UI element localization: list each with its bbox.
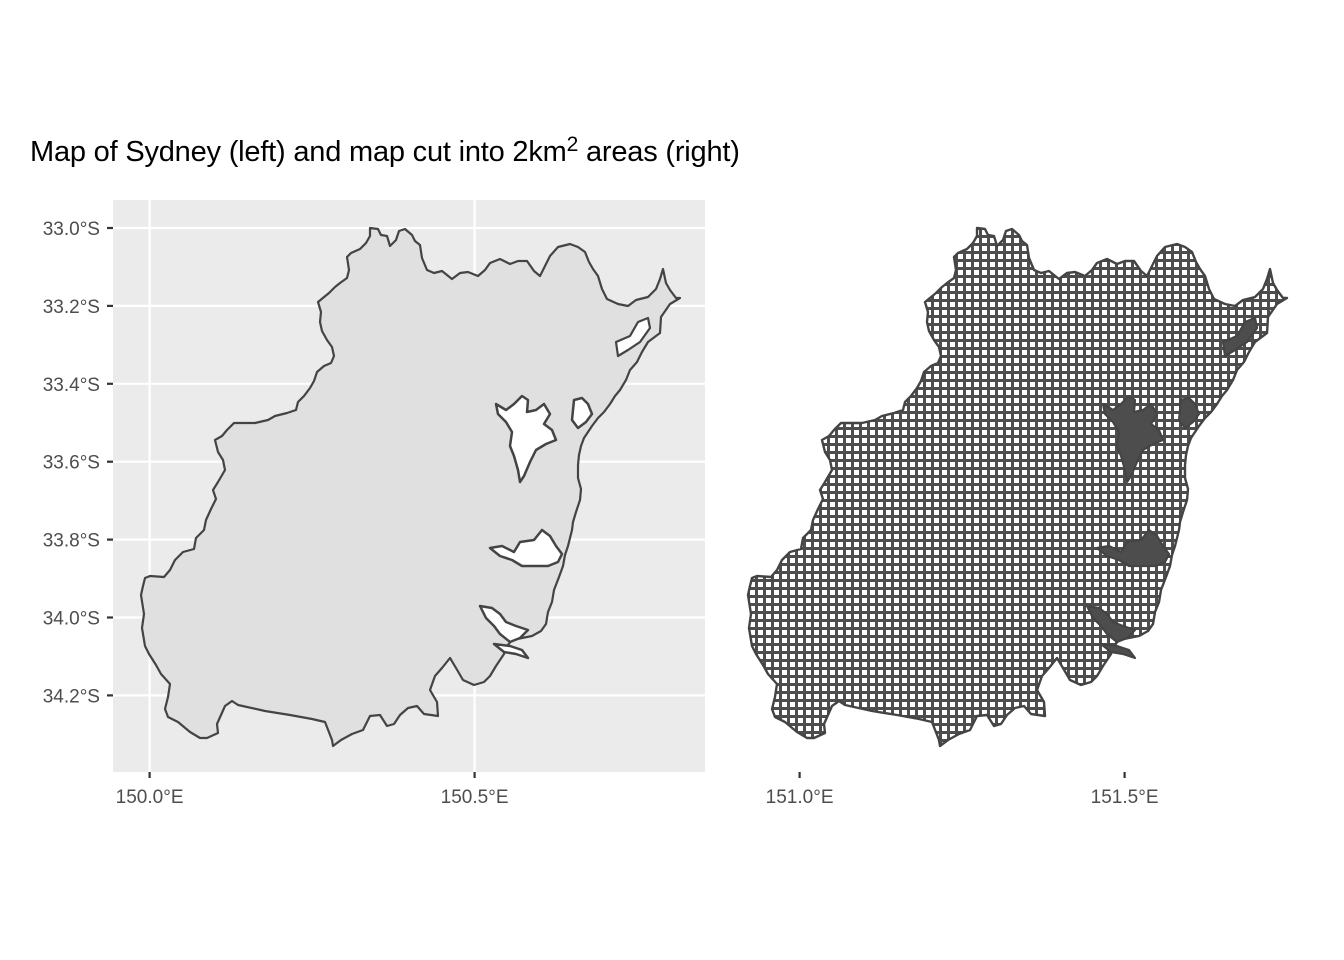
y-axis: 33.0°S 33.2°S 33.4°S 33.6°S 33.8°S 34.0°S 34.2… (43, 219, 113, 707)
y-tick-label: 33.4°S (43, 375, 100, 396)
waterway (494, 394, 594, 484)
sydney-region (139, 226, 682, 748)
waterway (1085, 316, 1259, 660)
x-tick-label: 150.0°E (116, 787, 184, 808)
y-tick-label: 33.6°S (43, 453, 100, 474)
x-axis: 150.0°E 150.5°E 151.0°E 151.5°E (116, 772, 1159, 808)
waterway (614, 316, 652, 358)
y-tick-label: 33.8°S (43, 531, 100, 552)
y-tick-label: 33.0°S (43, 219, 100, 240)
sydney-map-grid-right (746, 226, 1289, 748)
x-tick-label: 151.0°E (766, 787, 834, 808)
waterway (488, 528, 564, 568)
y-tick-label: 34.2°S (43, 686, 100, 707)
x-tick-label: 150.5°E (441, 787, 509, 808)
x-tick-label: 151.5°E (1091, 787, 1159, 808)
waterway (478, 604, 530, 660)
sydney-outline (139, 226, 682, 748)
y-tick-label: 34.0°S (43, 609, 100, 630)
gridded-region (746, 226, 1289, 748)
y-tick-label: 33.2°S (43, 297, 100, 318)
map-title: Map of Sydney (left) and map cut into 2k… (30, 133, 740, 168)
title-superscript: 2 (566, 133, 579, 156)
